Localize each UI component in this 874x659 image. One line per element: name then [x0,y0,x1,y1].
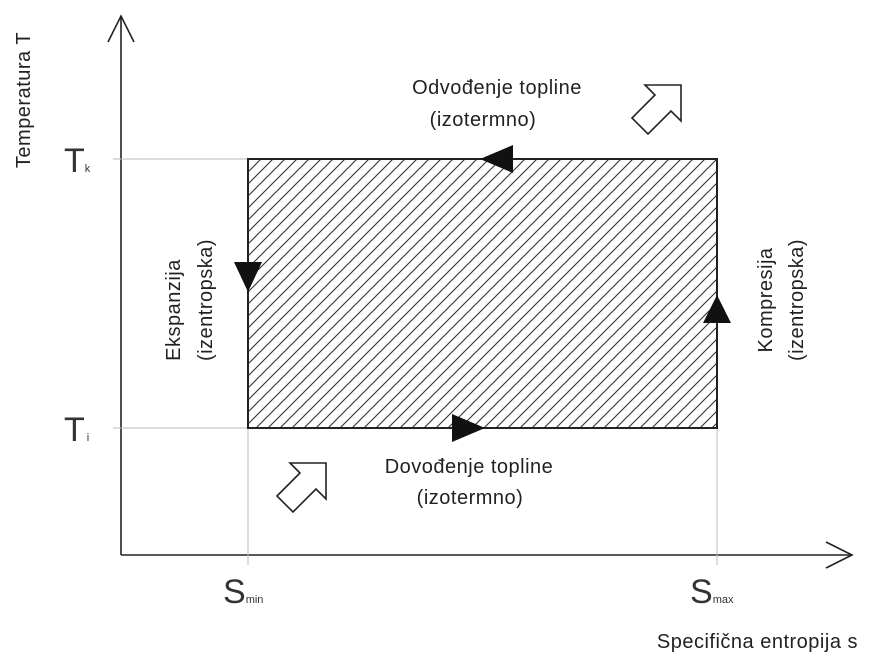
process-label: Dovođenje topline [385,456,554,478]
process-label: Kompresija [755,247,777,352]
cycle-area [247,158,718,429]
process-label: (izotermno) [417,487,524,509]
arrow-left [234,262,262,292]
y-axis-title: Temperatura T [13,32,35,168]
x-tick-label: Smin [223,573,263,611]
y-tick-label: Tk [64,142,91,180]
process-label: (izotermno) [430,109,537,131]
heat-out-arrow [630,84,682,136]
x-axis-title: Specifična entropija s [657,631,858,653]
process-label: (izentropska) [786,239,808,361]
process-label: (izentropska) [195,239,217,361]
process-label: Ekspanzija [163,259,185,361]
heat-in-arrow [275,462,327,514]
process-label: Odvođenje topline [412,77,582,99]
x-tick-label: Smax [690,573,734,611]
y-axis-arrow [107,14,135,43]
arrow-right [703,295,731,323]
arrow-top [480,145,513,173]
arrow-bottom [452,414,485,442]
x-axis-arrow [825,541,854,569]
axes [107,14,854,569]
